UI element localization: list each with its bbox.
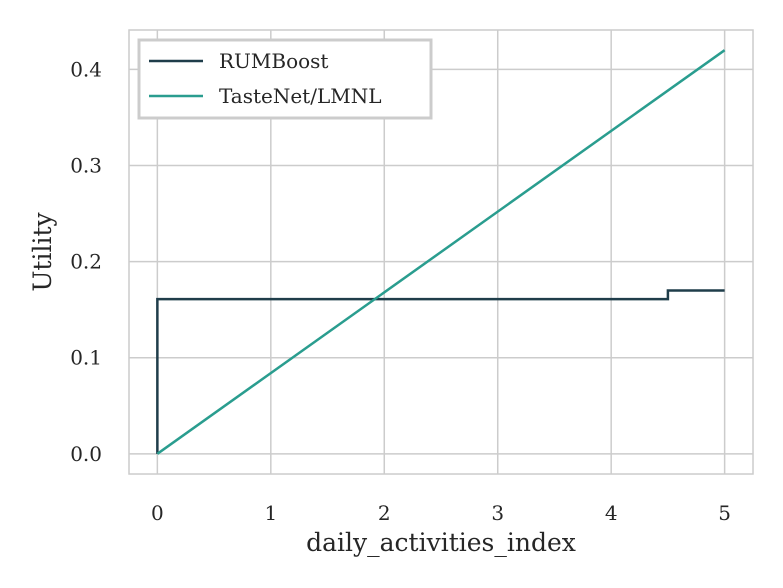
x-tick-label: 5 (718, 501, 731, 525)
legend-box (137, 38, 433, 120)
series-line-rumboost (156, 289, 725, 454)
y-tick-label: 0.2 (70, 250, 102, 274)
legend: RUMBoost TasteNet/LMNL (137, 38, 433, 120)
y-tick-label: 0.0 (70, 442, 102, 466)
legend-label-rumboost: RUMBoost (219, 49, 328, 73)
y-tick-label: 0.1 (70, 346, 102, 370)
x-tick-label: 4 (605, 501, 618, 525)
legend-label-tastenet-lmnl: TasteNet/LMNL (219, 84, 382, 108)
x-axis-label: daily_activities_index (306, 528, 576, 557)
y-axis-label: Utility (28, 211, 57, 291)
x-tick-label: 1 (264, 501, 277, 525)
x-tick-label: 2 (378, 501, 391, 525)
x-tick-label: 0 (151, 501, 164, 525)
y-tick-label: 0.3 (70, 154, 102, 178)
x-tick-label: 3 (491, 501, 504, 525)
series-line-tastenet-lmnl (156, 49, 726, 455)
plot-frame (128, 29, 754, 475)
series (156, 49, 726, 455)
y-tick-label: 0.4 (70, 57, 102, 81)
tick-labels: 0 1 2 3 4 5 0.0 0.1 0.2 0.3 0.4 (70, 57, 731, 525)
